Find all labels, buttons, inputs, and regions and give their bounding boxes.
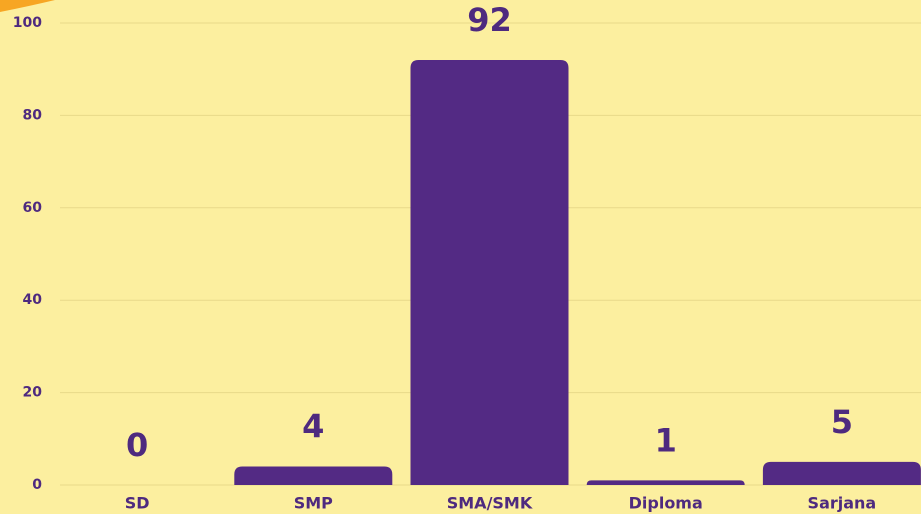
y-tick-label: 40 — [23, 292, 43, 308]
y-tick-label: 60 — [23, 200, 43, 216]
data-label: 1 — [655, 421, 677, 459]
data-label: 0 — [126, 426, 148, 464]
y-tick-label: 20 — [23, 385, 43, 401]
bar — [586, 480, 745, 485]
x-tick-label: Diploma — [629, 494, 703, 513]
x-tick-label: SD — [125, 494, 150, 513]
x-tick-label: SMP — [294, 494, 333, 513]
y-tick-label: 80 — [23, 107, 43, 123]
y-tick-label: 0 — [32, 477, 42, 493]
data-label: 5 — [831, 403, 853, 441]
y-tick-label: 100 — [13, 15, 42, 31]
data-label: 92 — [467, 1, 512, 39]
corner-decoration — [0, 0, 55, 12]
x-tick-label: SMA/SMK — [447, 494, 533, 513]
bar — [762, 461, 921, 485]
bar — [410, 59, 569, 486]
data-label: 4 — [302, 408, 324, 446]
x-tick-label: Sarjana — [808, 494, 877, 513]
bar — [234, 466, 393, 485]
